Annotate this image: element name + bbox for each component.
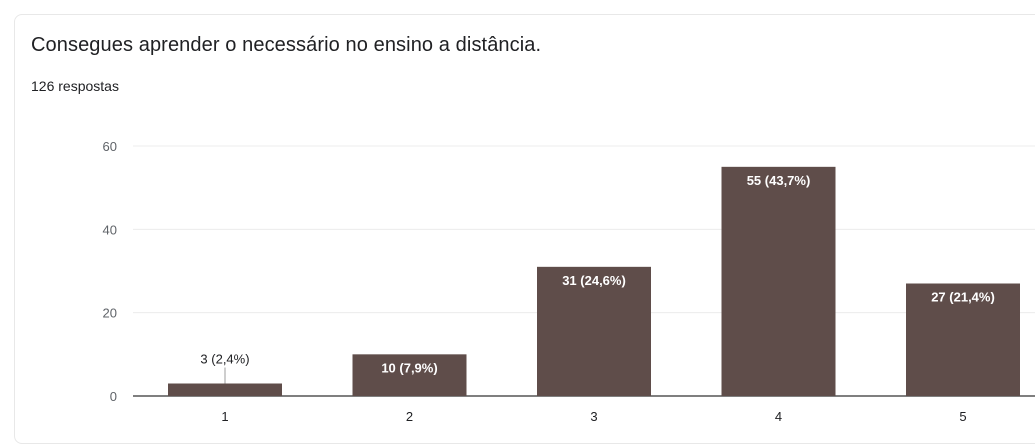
data-label: 55 (43,7%)	[747, 173, 811, 188]
response-count: 126 respostas	[31, 78, 119, 94]
data-label: 3 (2,4%)	[200, 352, 249, 367]
x-tick-label: 1	[221, 409, 228, 424]
data-label: 31 (24,6%)	[562, 273, 626, 288]
x-tick-label: 2	[406, 409, 413, 424]
bar	[537, 266, 651, 396]
data-label: 27 (21,4%)	[931, 290, 995, 305]
bar	[168, 383, 282, 396]
y-tick-label: 60	[103, 139, 117, 154]
y-tick-label: 0	[110, 389, 117, 404]
x-tick-label: 3	[590, 409, 597, 424]
x-tick-label: 5	[959, 409, 966, 424]
bar	[721, 166, 836, 396]
x-tick-label: 4	[775, 409, 782, 424]
bar	[352, 354, 467, 396]
question-title: Consegues aprender o necessário no ensin…	[31, 34, 542, 56]
y-tick-label: 40	[103, 222, 117, 237]
bar	[906, 283, 1020, 396]
y-tick-label: 20	[103, 306, 117, 321]
data-label: 10 (7,9%)	[381, 360, 437, 375]
